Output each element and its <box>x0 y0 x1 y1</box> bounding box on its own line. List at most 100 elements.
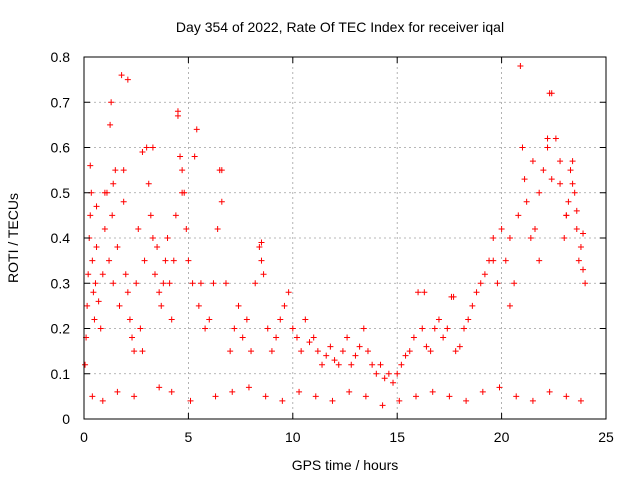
data-point <box>116 302 123 309</box>
data-point <box>124 289 131 296</box>
data-point <box>452 348 459 355</box>
data-point <box>227 348 234 355</box>
data-point <box>158 302 165 309</box>
data-point <box>580 266 587 273</box>
data-point <box>170 257 177 264</box>
data-point <box>390 379 397 386</box>
data-point <box>281 302 288 309</box>
data-point <box>571 189 578 196</box>
data-point <box>429 388 436 395</box>
data-point <box>356 343 363 350</box>
data-point <box>110 180 117 187</box>
data-point <box>160 280 167 287</box>
data-point <box>87 162 94 169</box>
data-point <box>147 212 154 219</box>
y-tick-labels: 0 0.1 0.2 0.3 0.4 0.5 0.6 0.7 0.8 <box>51 49 71 427</box>
y-tick-label: 0.1 <box>51 366 71 382</box>
data-point <box>498 225 505 232</box>
data-point <box>131 348 138 355</box>
data-point <box>373 370 380 377</box>
data-point <box>95 298 102 305</box>
data-point <box>197 280 204 287</box>
data-point <box>214 225 221 232</box>
data-point <box>496 384 503 391</box>
data-point <box>435 316 442 323</box>
data-point <box>149 235 156 241</box>
data-point <box>296 388 303 395</box>
data-point <box>126 316 133 323</box>
data-point <box>410 334 417 341</box>
y-tick-label: 0.3 <box>51 275 71 291</box>
data-point <box>195 302 202 309</box>
data-point <box>164 235 171 241</box>
data-point <box>202 325 209 332</box>
data-point <box>306 339 313 346</box>
y-tick-label: 0.8 <box>51 49 71 65</box>
data-point <box>108 99 115 106</box>
data-point <box>87 212 94 219</box>
data-point <box>139 348 146 355</box>
data-point <box>561 235 568 241</box>
data-point <box>563 212 570 219</box>
data-point <box>90 289 97 296</box>
data-point <box>536 257 543 264</box>
data-point <box>85 271 92 278</box>
data-point <box>515 212 522 219</box>
data-point <box>506 302 513 309</box>
data-point <box>156 384 163 391</box>
data-point <box>319 361 326 368</box>
chart-title: Day 354 of 2022, Rate Of TEC Index for r… <box>176 19 504 35</box>
data-point <box>490 257 497 264</box>
data-point <box>490 235 497 241</box>
data-point <box>396 397 403 404</box>
data-point <box>546 90 553 97</box>
data-point <box>412 393 419 400</box>
data-point <box>89 257 96 264</box>
data-point <box>381 375 388 382</box>
data-point <box>91 316 98 323</box>
data-point <box>446 393 453 400</box>
data-point <box>527 235 534 241</box>
data-point <box>329 397 336 404</box>
data-point <box>379 402 386 409</box>
data-point <box>92 280 99 287</box>
data-point <box>277 316 284 323</box>
data-point <box>177 153 184 160</box>
data-point <box>544 135 551 142</box>
data-point <box>106 257 113 264</box>
data-point <box>323 352 330 359</box>
data-point <box>122 271 129 278</box>
y-tick-label: 0.7 <box>51 94 71 110</box>
data-point <box>352 352 359 359</box>
data-point <box>567 167 574 174</box>
data-point <box>118 72 125 79</box>
y-axis-title: ROTI / TECUs <box>5 193 21 283</box>
data-point <box>279 397 286 404</box>
data-point <box>335 361 342 368</box>
data-point <box>222 280 229 287</box>
data-point <box>93 244 100 251</box>
data-point <box>369 361 376 368</box>
data-point <box>377 361 384 368</box>
data-point <box>258 239 265 246</box>
data-point <box>179 167 186 174</box>
data-point <box>191 153 198 160</box>
data-point <box>174 112 181 119</box>
data-point <box>289 325 296 332</box>
data-point <box>258 257 265 264</box>
data-point <box>137 325 144 332</box>
data-point <box>362 393 369 400</box>
data-point <box>84 302 91 309</box>
data-point <box>99 397 106 404</box>
data-point <box>406 348 413 355</box>
y-tick-label: 0 <box>62 411 70 427</box>
x-tick-label: 25 <box>598 429 614 445</box>
data-point <box>218 167 225 174</box>
data-point <box>141 257 148 264</box>
data-point <box>168 388 175 395</box>
data-point <box>536 189 543 196</box>
x-tick-label: 10 <box>285 429 301 445</box>
data-point <box>151 271 158 278</box>
data-point <box>494 280 501 287</box>
data-point <box>235 302 242 309</box>
